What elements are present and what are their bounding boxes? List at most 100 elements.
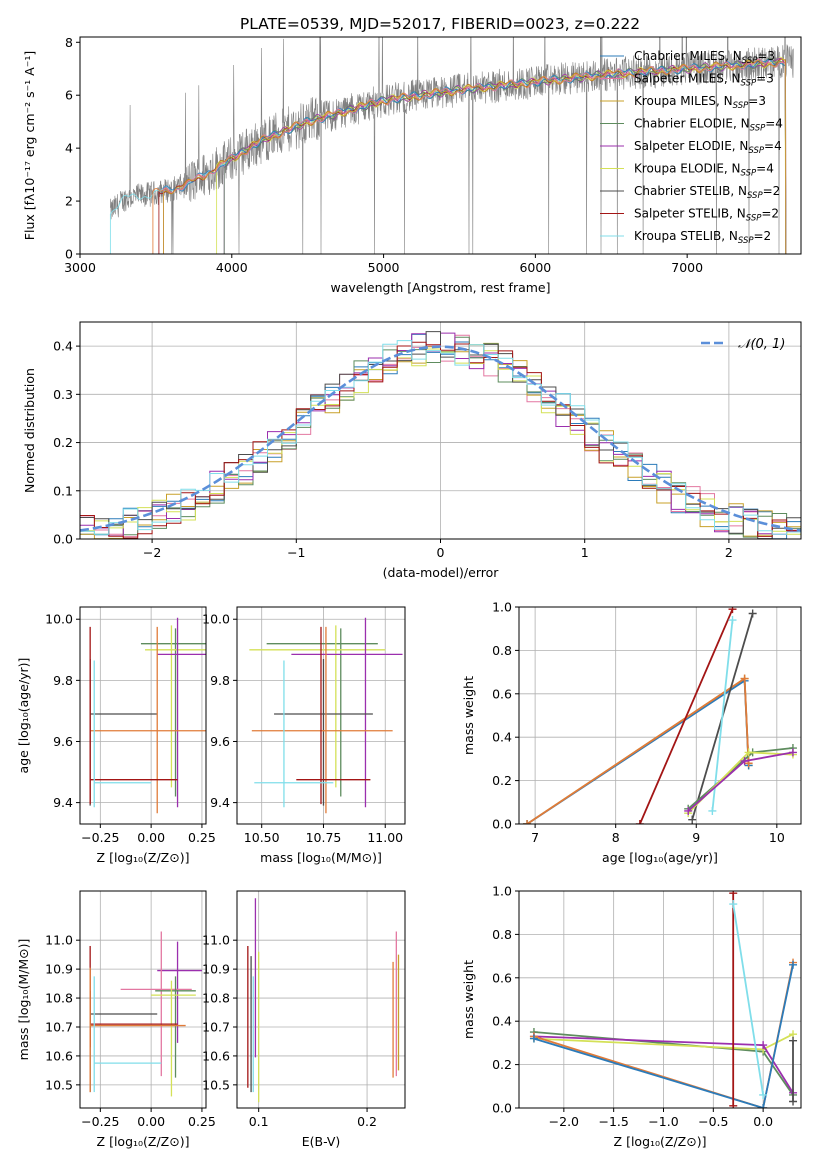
x-tick-label: 0.2 <box>357 1114 377 1129</box>
x-tick-label: 11.00 <box>367 830 403 845</box>
series-marker-salpeter_elodie <box>759 1041 768 1050</box>
series-marker-kroupa_stelib <box>708 806 717 815</box>
y-tick-label: 10.9 <box>202 962 230 977</box>
y-tick-label: 9.4 <box>210 795 230 810</box>
legend-label: Salpeter STELIB, NSSP=2 <box>634 207 779 224</box>
plot-area <box>247 898 400 1103</box>
x-tick-label: 0 <box>437 545 445 560</box>
legend-label: Kroupa ELODIE, NSSP=4 <box>634 162 774 179</box>
residuals-histogram-panel: −2 −1 0 1 2 0.0 0.1 0.2 0.3 0.4 (data-model)/error… <box>22 321 802 580</box>
y-tick-label: 4 <box>65 141 73 156</box>
y-tick-label: 9.6 <box>210 734 230 749</box>
axes-frame <box>518 890 802 1109</box>
x-tick-label: −2.0 <box>549 1114 579 1129</box>
legend-label: Chabrier ELODIE, NSSP=4 <box>634 117 783 134</box>
y-tick-label: 0.0 <box>492 817 512 832</box>
series-marker-orange_model <box>740 674 749 683</box>
massweight-vs-metallicity-panel: −2.0 −1.5 −1.0 −0.5 0.0 0.0 0.2 0.4 0.6 0.8 1.0 Z [… <box>461 884 802 1149</box>
series-marker-salpeter_elodie <box>684 806 693 815</box>
plot-area <box>529 891 798 1108</box>
model-spectrum-salpeter_elodie <box>223 57 787 254</box>
series-marker-salpeter_elodie <box>788 748 797 757</box>
x-axis-label: Z [log₁₀(Z/Z⊙)] <box>97 1134 190 1149</box>
y-tick-label: 10.8 <box>202 991 230 1006</box>
spectrum-panel: 3000 4000 5000 6000 7000 0 2 4 6 8 wavelength [Ang… <box>22 35 802 295</box>
plot-area <box>89 617 206 814</box>
mass-vs-ebv-panel: 0.1 0.2 10.5 10.6 10.7 10.8 10.9 11.0 E(B-V) <box>202 890 406 1149</box>
mass-vs-metallicity-panel: −0.25 0.00 0.25 10.5 10.6 10.7 10.8 10.9 11.0 Z [… <box>16 890 216 1149</box>
axes-frame <box>79 890 207 1109</box>
y-tick-label: 0.2 <box>492 1057 512 1072</box>
series-marker-salpeter_elodie <box>740 757 749 766</box>
x-axis-label: Z [log₁₀(Z/Z⊙)] <box>97 850 190 865</box>
model-spectrum-kroupa_miles <box>163 58 787 254</box>
x-tick-label: −0.25 <box>81 830 119 845</box>
series-marker-chabrier_stelib <box>748 609 757 618</box>
y-tick-label: 0.8 <box>492 643 512 658</box>
plot-area <box>523 607 797 824</box>
y-tick-label: 0.6 <box>492 970 512 985</box>
y-tick-label: 10.6 <box>202 1048 230 1063</box>
series-marker-chabrier_miles <box>789 960 798 969</box>
y-tick-label: 0.2 <box>492 773 512 788</box>
plot-area <box>89 931 202 1097</box>
series-line-chabrier_miles <box>533 964 794 1108</box>
x-tick-label: 1 <box>581 545 589 560</box>
x-tick-label: 7000 <box>671 260 703 275</box>
age-vs-metallicity-panel: −0.25 0.00 0.25 9.4 9.6 9.8 10.0 Z [log₁₀(Z/Z⊙)… <box>16 606 216 865</box>
x-tick-label: −1.0 <box>648 1114 678 1129</box>
x-axis-label: mass [log₁₀(M/M⊙)] <box>260 850 382 865</box>
series-marker-salpeter_stelib <box>635 820 644 824</box>
y-axis-label: mass weight <box>461 676 476 755</box>
series-marker-salpeter_stelib <box>729 891 738 898</box>
y-tick-label: 0.4 <box>492 1014 512 1029</box>
x-tick-label: 3000 <box>64 260 96 275</box>
axes-frame <box>518 606 802 825</box>
legend-label: 𝒩(0, 1) <box>738 337 785 352</box>
y-tick-label: 0.1 <box>53 483 73 498</box>
series-marker-kroupa_stelib <box>729 900 738 909</box>
series-marker-kroupa_stelib <box>728 616 737 625</box>
series-marker-chabrier_miles <box>759 1104 768 1108</box>
x-tick-label: −1.5 <box>598 1114 628 1129</box>
y-tick-label: 10.5 <box>45 1077 73 1092</box>
x-tick-label: 4000 <box>216 260 248 275</box>
x-tick-label: 10.75 <box>306 830 342 845</box>
y-tick-label: 9.8 <box>210 673 230 688</box>
age-vs-mass-panel: 10.50 10.75 11.00 9.4 9.6 9.8 10.0 mass [log₁₀(… <box>202 606 406 865</box>
plot-area <box>80 331 801 539</box>
legend-label: Salpeter ELODIE, NSSP=4 <box>634 139 782 156</box>
axes-frame <box>79 606 207 825</box>
y-tick-label: 1.0 <box>492 884 512 899</box>
x-tick-label: 10 <box>769 830 785 845</box>
x-tick-label: 0.0 <box>753 1114 773 1129</box>
y-tick-label: 10.8 <box>45 991 73 1006</box>
y-tick-label: 10.9 <box>45 962 73 977</box>
y-tick-label: 0.0 <box>492 1101 512 1116</box>
series-marker-kroupa_stelib <box>759 1090 768 1099</box>
series-marker-chabrier_miles <box>529 1034 538 1043</box>
y-tick-label: 0.8 <box>492 927 512 942</box>
y-tick-label: 10.7 <box>202 1019 230 1034</box>
y-tick-label: 9.4 <box>53 795 73 810</box>
y-axis-label: mass [log₁₀(M/M⊙)] <box>16 939 31 1061</box>
series-marker-chabrier_stelib <box>789 1097 798 1106</box>
legend-label: Salpeter MILES, NSSP=3 <box>634 72 774 89</box>
y-axis-label: mass weight <box>461 960 476 1039</box>
y-tick-label: 9.8 <box>53 673 73 688</box>
axes-frame <box>236 606 406 825</box>
series-line-salpeter_stelib <box>639 608 734 824</box>
y-tick-label: 10.7 <box>45 1019 73 1034</box>
x-tick-label: 10.50 <box>244 830 280 845</box>
x-tick-label: −2 <box>143 545 161 560</box>
x-tick-label: 7 <box>531 830 539 845</box>
series-marker-salpeter_stelib <box>728 607 737 614</box>
massweight-vs-age-panel: 7 8 9 10 0.0 0.2 0.4 0.6 0.8 1.0 age [log₁₀(age/yr… <box>461 600 802 865</box>
x-tick-label: 0.00 <box>137 830 165 845</box>
series-line-kroupa_stelib <box>732 903 764 1096</box>
histogram-step-kroupa_stelib <box>80 340 801 535</box>
x-tick-label: 8 <box>612 830 620 845</box>
x-axis-label: E(B-V) <box>302 1134 341 1149</box>
y-tick-label: 1.0 <box>492 600 512 615</box>
